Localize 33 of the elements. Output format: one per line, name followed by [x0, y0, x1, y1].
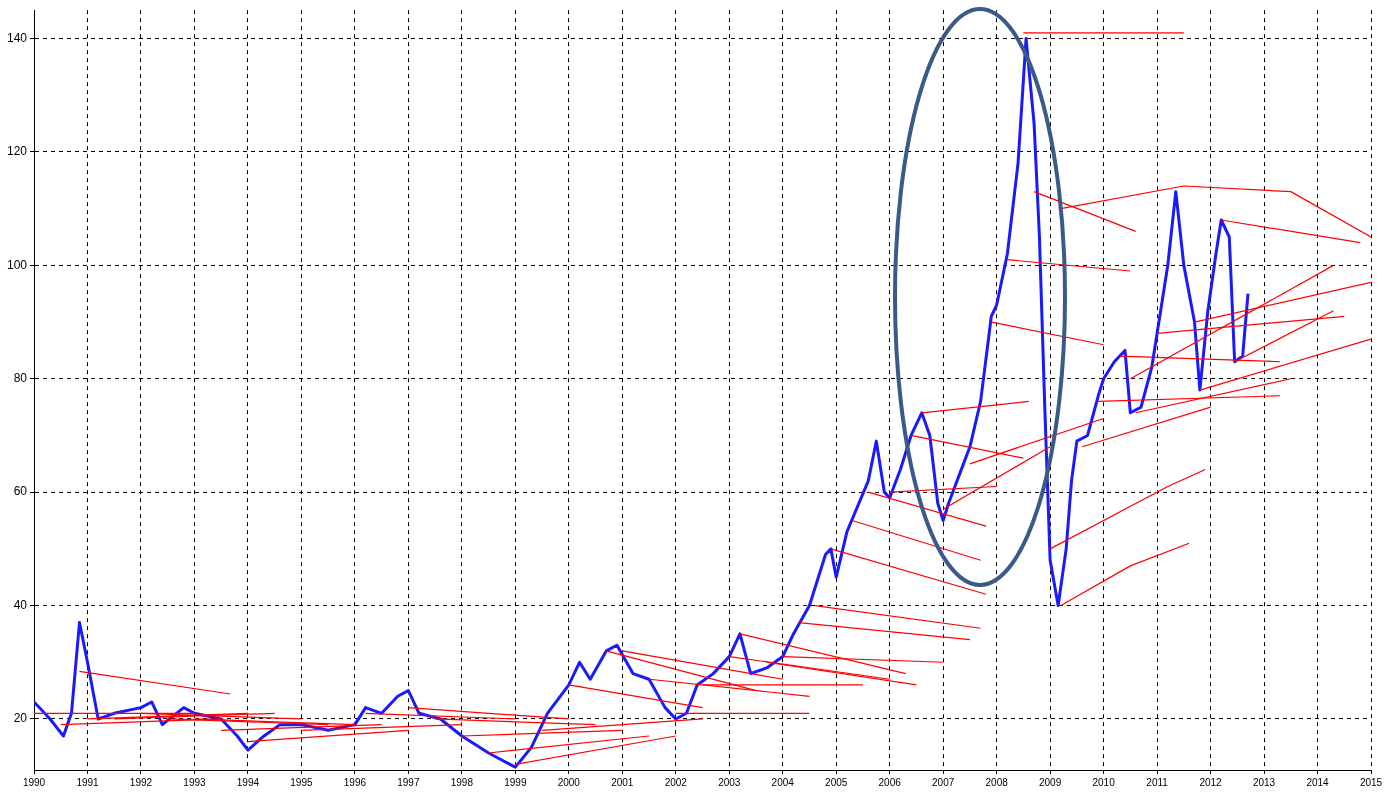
x-tick-label: 2001: [611, 776, 634, 788]
x-tick-label: 2002: [664, 776, 688, 788]
x-tick-label: 2014: [1306, 776, 1330, 788]
x-tick-label: 2004: [771, 776, 795, 788]
x-tick-label: 1999: [504, 776, 527, 788]
x-tick-label: 2000: [557, 776, 581, 788]
y-tick-label: 140: [6, 30, 28, 45]
x-tick-label: 1991: [76, 776, 100, 788]
x-tick-label: 2015: [1359, 776, 1383, 788]
x-tick-label: 2007: [932, 776, 955, 788]
x-tick-label: 2008: [985, 776, 1009, 788]
y-tick-label: 100: [6, 257, 28, 272]
x-tick-label: 2005: [825, 776, 848, 788]
y-tick-label: 80: [13, 371, 28, 386]
x-tick-label: 2010: [1092, 776, 1116, 788]
y-tick-label: 40: [13, 597, 28, 612]
x-tick-label: 1990: [22, 776, 46, 788]
x-tick-label: 2006: [878, 776, 902, 788]
x-tick-label: 2013: [1252, 776, 1276, 788]
x-tick-label: 2011: [1146, 776, 1169, 788]
y-tick-label: 60: [13, 484, 28, 499]
x-tick-label: 1996: [343, 776, 367, 788]
x-tick-label: 2012: [1199, 776, 1223, 788]
x-tick-label: 1993: [183, 776, 207, 788]
x-tick-label: 2003: [718, 776, 741, 788]
x-tick-label: 1997: [397, 776, 420, 788]
x-tick-label: 1992: [129, 776, 153, 788]
x-tick-label: 1995: [290, 776, 313, 788]
x-tick-label: 1998: [450, 776, 474, 788]
x-tick-label: 2009: [1039, 776, 1062, 788]
x-tick-label: 1994: [236, 776, 260, 788]
y-tick-label: 20: [13, 711, 28, 726]
y-tick-label: 120: [6, 144, 28, 159]
